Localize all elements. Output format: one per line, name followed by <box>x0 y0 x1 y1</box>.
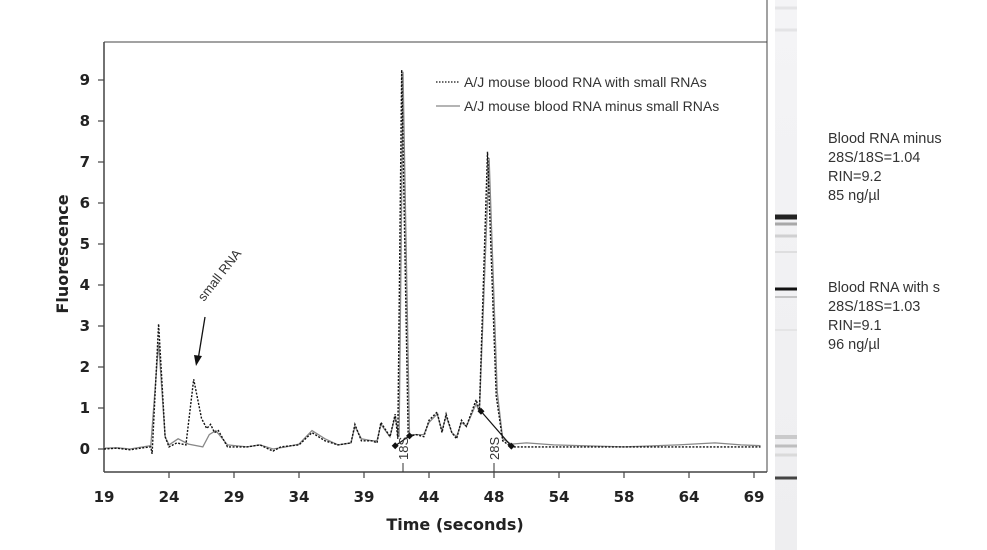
gel-band <box>775 435 797 439</box>
gel-band <box>775 28 797 32</box>
gel-band <box>775 222 797 226</box>
gel-bands <box>775 6 797 480</box>
diamond-marker-icon <box>477 407 485 415</box>
x-axis-label: Time (seconds) <box>386 515 523 534</box>
series-line-with-small-rnas <box>103 69 761 455</box>
diamond-marker-icon <box>406 432 413 440</box>
gel-band <box>775 251 797 253</box>
side-panel: Blood RNA minus 28S/18S=1.04 RIN=9.2 85 … <box>828 131 942 353</box>
y-tick-label: 0 <box>80 440 90 458</box>
baseline-line-18S <box>394 435 410 447</box>
y-tick-label: 7 <box>80 153 90 171</box>
small-rna-annotation: small RNA <box>194 246 244 366</box>
x-tick-label: 19 <box>94 488 115 506</box>
peak-label-18S: 18S <box>396 437 411 460</box>
y-tick-label: 6 <box>80 194 90 212</box>
x-tick-label: 48 <box>484 488 505 506</box>
legend-label-with-small: A/J mouse blood RNA with small RNAs <box>464 74 707 90</box>
gel-band <box>775 444 797 448</box>
y-tick-label: 2 <box>80 358 90 376</box>
gel-band <box>775 287 797 291</box>
legend-label-minus-small: A/J mouse blood RNA minus small RNAs <box>464 98 719 114</box>
peak-label-28S: 28S <box>487 437 502 460</box>
baseline-line-28S <box>480 410 512 447</box>
legend: A/J mouse blood RNA with small RNAs A/J … <box>436 74 719 114</box>
diamond-marker-icon <box>391 442 399 450</box>
gel-band <box>775 296 797 298</box>
sample-with-title: Blood RNA with s <box>828 280 940 296</box>
y-axis-label: Fluorescence <box>53 194 72 313</box>
gel-band <box>775 214 797 220</box>
gel-band <box>775 6 797 10</box>
y-tick-label: 5 <box>80 235 90 253</box>
gel-band <box>775 234 797 238</box>
sample-with-conc: 96 ng/µl <box>828 337 880 353</box>
x-tick-label: 24 <box>159 488 180 506</box>
y-tick-label: 9 <box>80 71 90 89</box>
x-tick-label: 44 <box>419 488 440 506</box>
y-tick-label: 3 <box>80 317 90 335</box>
y-tick-label: 1 <box>80 399 90 417</box>
sample-minus-title: Blood RNA minus <box>828 131 942 147</box>
x-tick-label: 69 <box>744 488 765 506</box>
y-tick-label: 8 <box>80 112 90 130</box>
y-tick-label: 4 <box>80 276 90 294</box>
diamond-marker-icon <box>507 442 515 450</box>
x-tick-label: 34 <box>289 488 310 506</box>
x-tick-label: 58 <box>614 488 635 506</box>
small-rna-arrow <box>197 316 206 361</box>
gel-lane <box>775 0 797 550</box>
series-line-minus-small-rnas <box>103 71 761 450</box>
arrow-head-icon <box>194 355 202 366</box>
sample-minus-rin: RIN=9.2 <box>828 169 882 185</box>
sample-with-rin: RIN=9.1 <box>828 318 882 334</box>
x-tick-label: 39 <box>354 488 375 506</box>
x-tick-label: 54 <box>549 488 570 506</box>
gel-band <box>775 329 797 331</box>
sample-with-ratio: 28S/18S=1.03 <box>828 299 920 315</box>
x-tick-label: 64 <box>679 488 700 506</box>
gel-band <box>775 453 797 457</box>
sample-minus-conc: 85 ng/µl <box>828 188 880 204</box>
x-tick-label: 29 <box>224 488 245 506</box>
gel-band <box>775 476 797 480</box>
small-rna-label: small RNA <box>195 246 245 304</box>
sample-minus-ratio: 28S/18S=1.04 <box>828 150 920 166</box>
